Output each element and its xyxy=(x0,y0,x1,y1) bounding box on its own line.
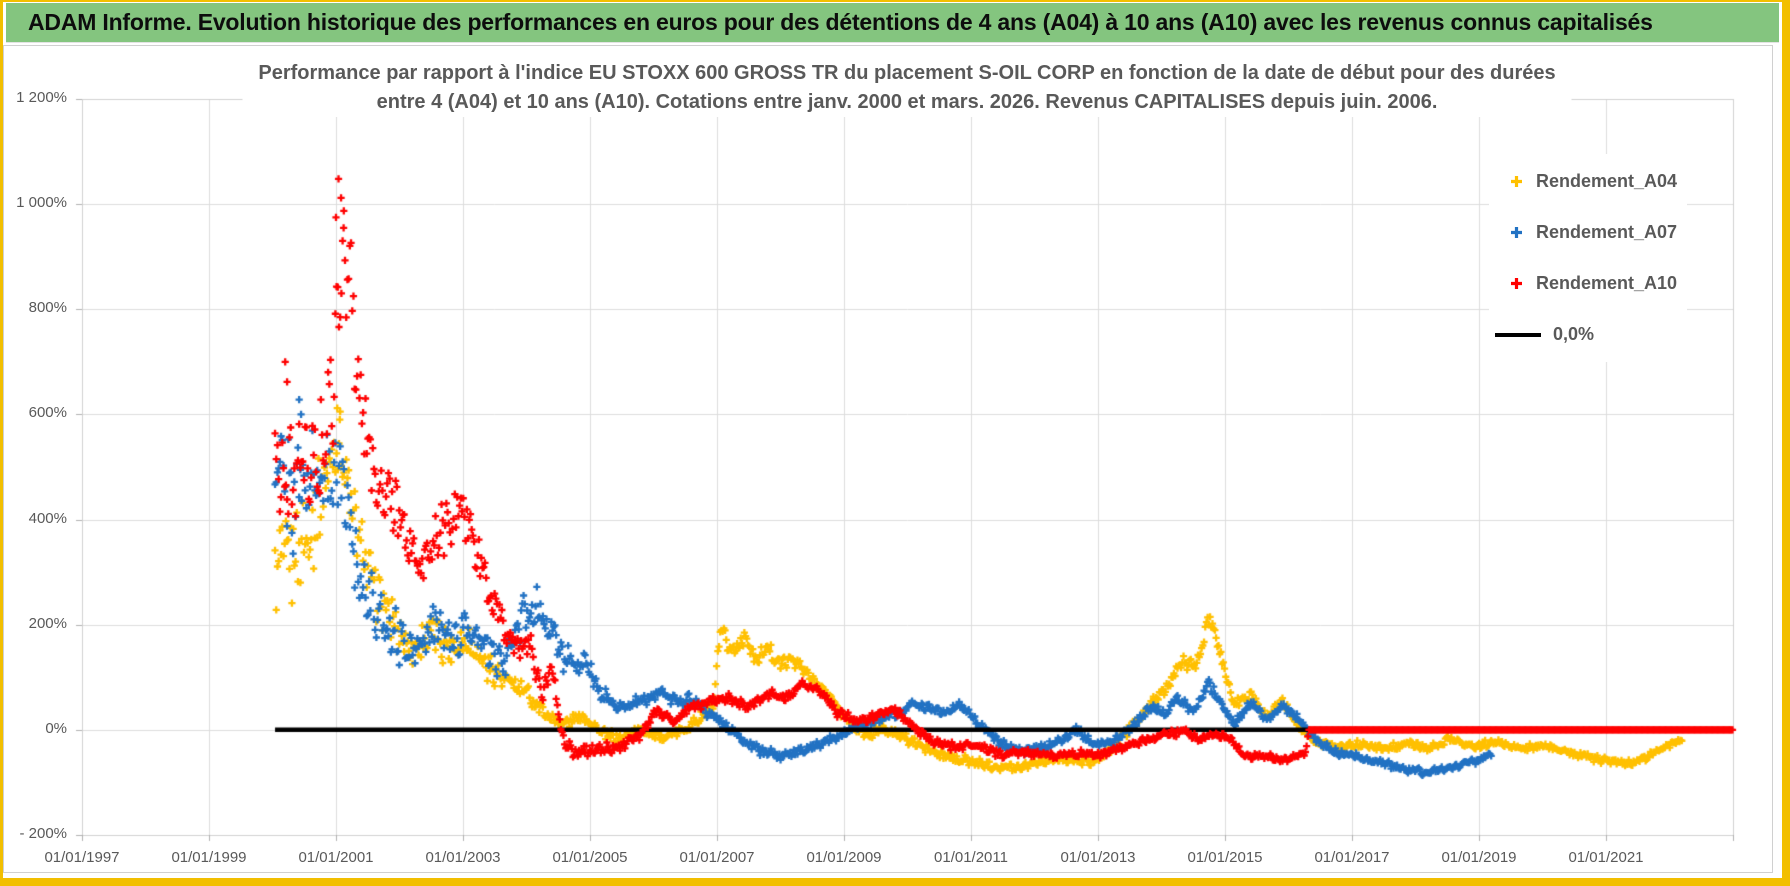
x-tick-label: 01/01/2003 xyxy=(425,849,501,866)
legend-item-zero-line: 0,0% xyxy=(1495,309,1677,360)
x-tick-label: 01/01/2009 xyxy=(806,849,882,866)
y-tick-label: 200% xyxy=(28,614,67,632)
plus-marker-icon xyxy=(1511,278,1522,289)
y-tick-label: 800% xyxy=(28,299,67,317)
x-tick-label: 01/01/2019 xyxy=(1441,849,1517,866)
x-tick-label: 01/01/2005 xyxy=(552,849,628,866)
x-tick-label: 01/01/2015 xyxy=(1187,849,1263,866)
y-tick-label: 600% xyxy=(28,404,67,422)
chart-title: Performance par rapport à l'indice EU ST… xyxy=(242,59,1572,117)
y-tick-label: 400% xyxy=(28,509,67,527)
plus-marker-icon xyxy=(1511,176,1522,187)
legend-label: Rendement_A04 xyxy=(1536,171,1678,191)
legend-label: 0,0% xyxy=(1553,324,1595,344)
x-tick-label: 01/01/1999 xyxy=(171,849,247,866)
chart-title-line1: Performance par rapport à l'indice EU ST… xyxy=(258,62,1556,84)
x-tick-label: 01/01/2021 xyxy=(1568,849,1644,866)
x-tick-label: 01/01/2017 xyxy=(1314,849,1390,866)
x-tick-label: 01/01/2001 xyxy=(298,849,374,866)
legend-item-a07: Rendement_A07 xyxy=(1495,207,1677,258)
x-tick-label: 01/01/2011 xyxy=(934,849,1008,866)
x-tick-label: 01/01/1997 xyxy=(44,849,120,866)
legend-label: Rendement_A10 xyxy=(1536,273,1678,293)
chart-title-line2: entre 4 (A04) et 10 ans (A10). Cotations… xyxy=(376,91,1438,113)
performance-scatter-canvas xyxy=(3,2,1782,878)
chart-legend: Rendement_A04 Rendement_A07 Rendement_A1… xyxy=(1489,154,1688,362)
x-tick-label: 01/01/2013 xyxy=(1060,849,1136,866)
legend-item-a04: Rendement_A04 xyxy=(1495,156,1677,207)
legend-item-a10: Rendement_A10 xyxy=(1495,258,1677,309)
y-tick-label: 0% xyxy=(45,719,67,737)
x-tick-label: 01/01/2007 xyxy=(679,849,755,866)
y-tick-label: - 200% xyxy=(19,825,67,842)
y-tick-label: 1 000% xyxy=(16,194,67,212)
y-tick-label: 1 200% xyxy=(16,89,67,106)
plus-marker-icon xyxy=(1511,227,1522,238)
zero-line-swatch-icon xyxy=(1495,332,1541,337)
legend-label: Rendement_A07 xyxy=(1536,222,1678,242)
